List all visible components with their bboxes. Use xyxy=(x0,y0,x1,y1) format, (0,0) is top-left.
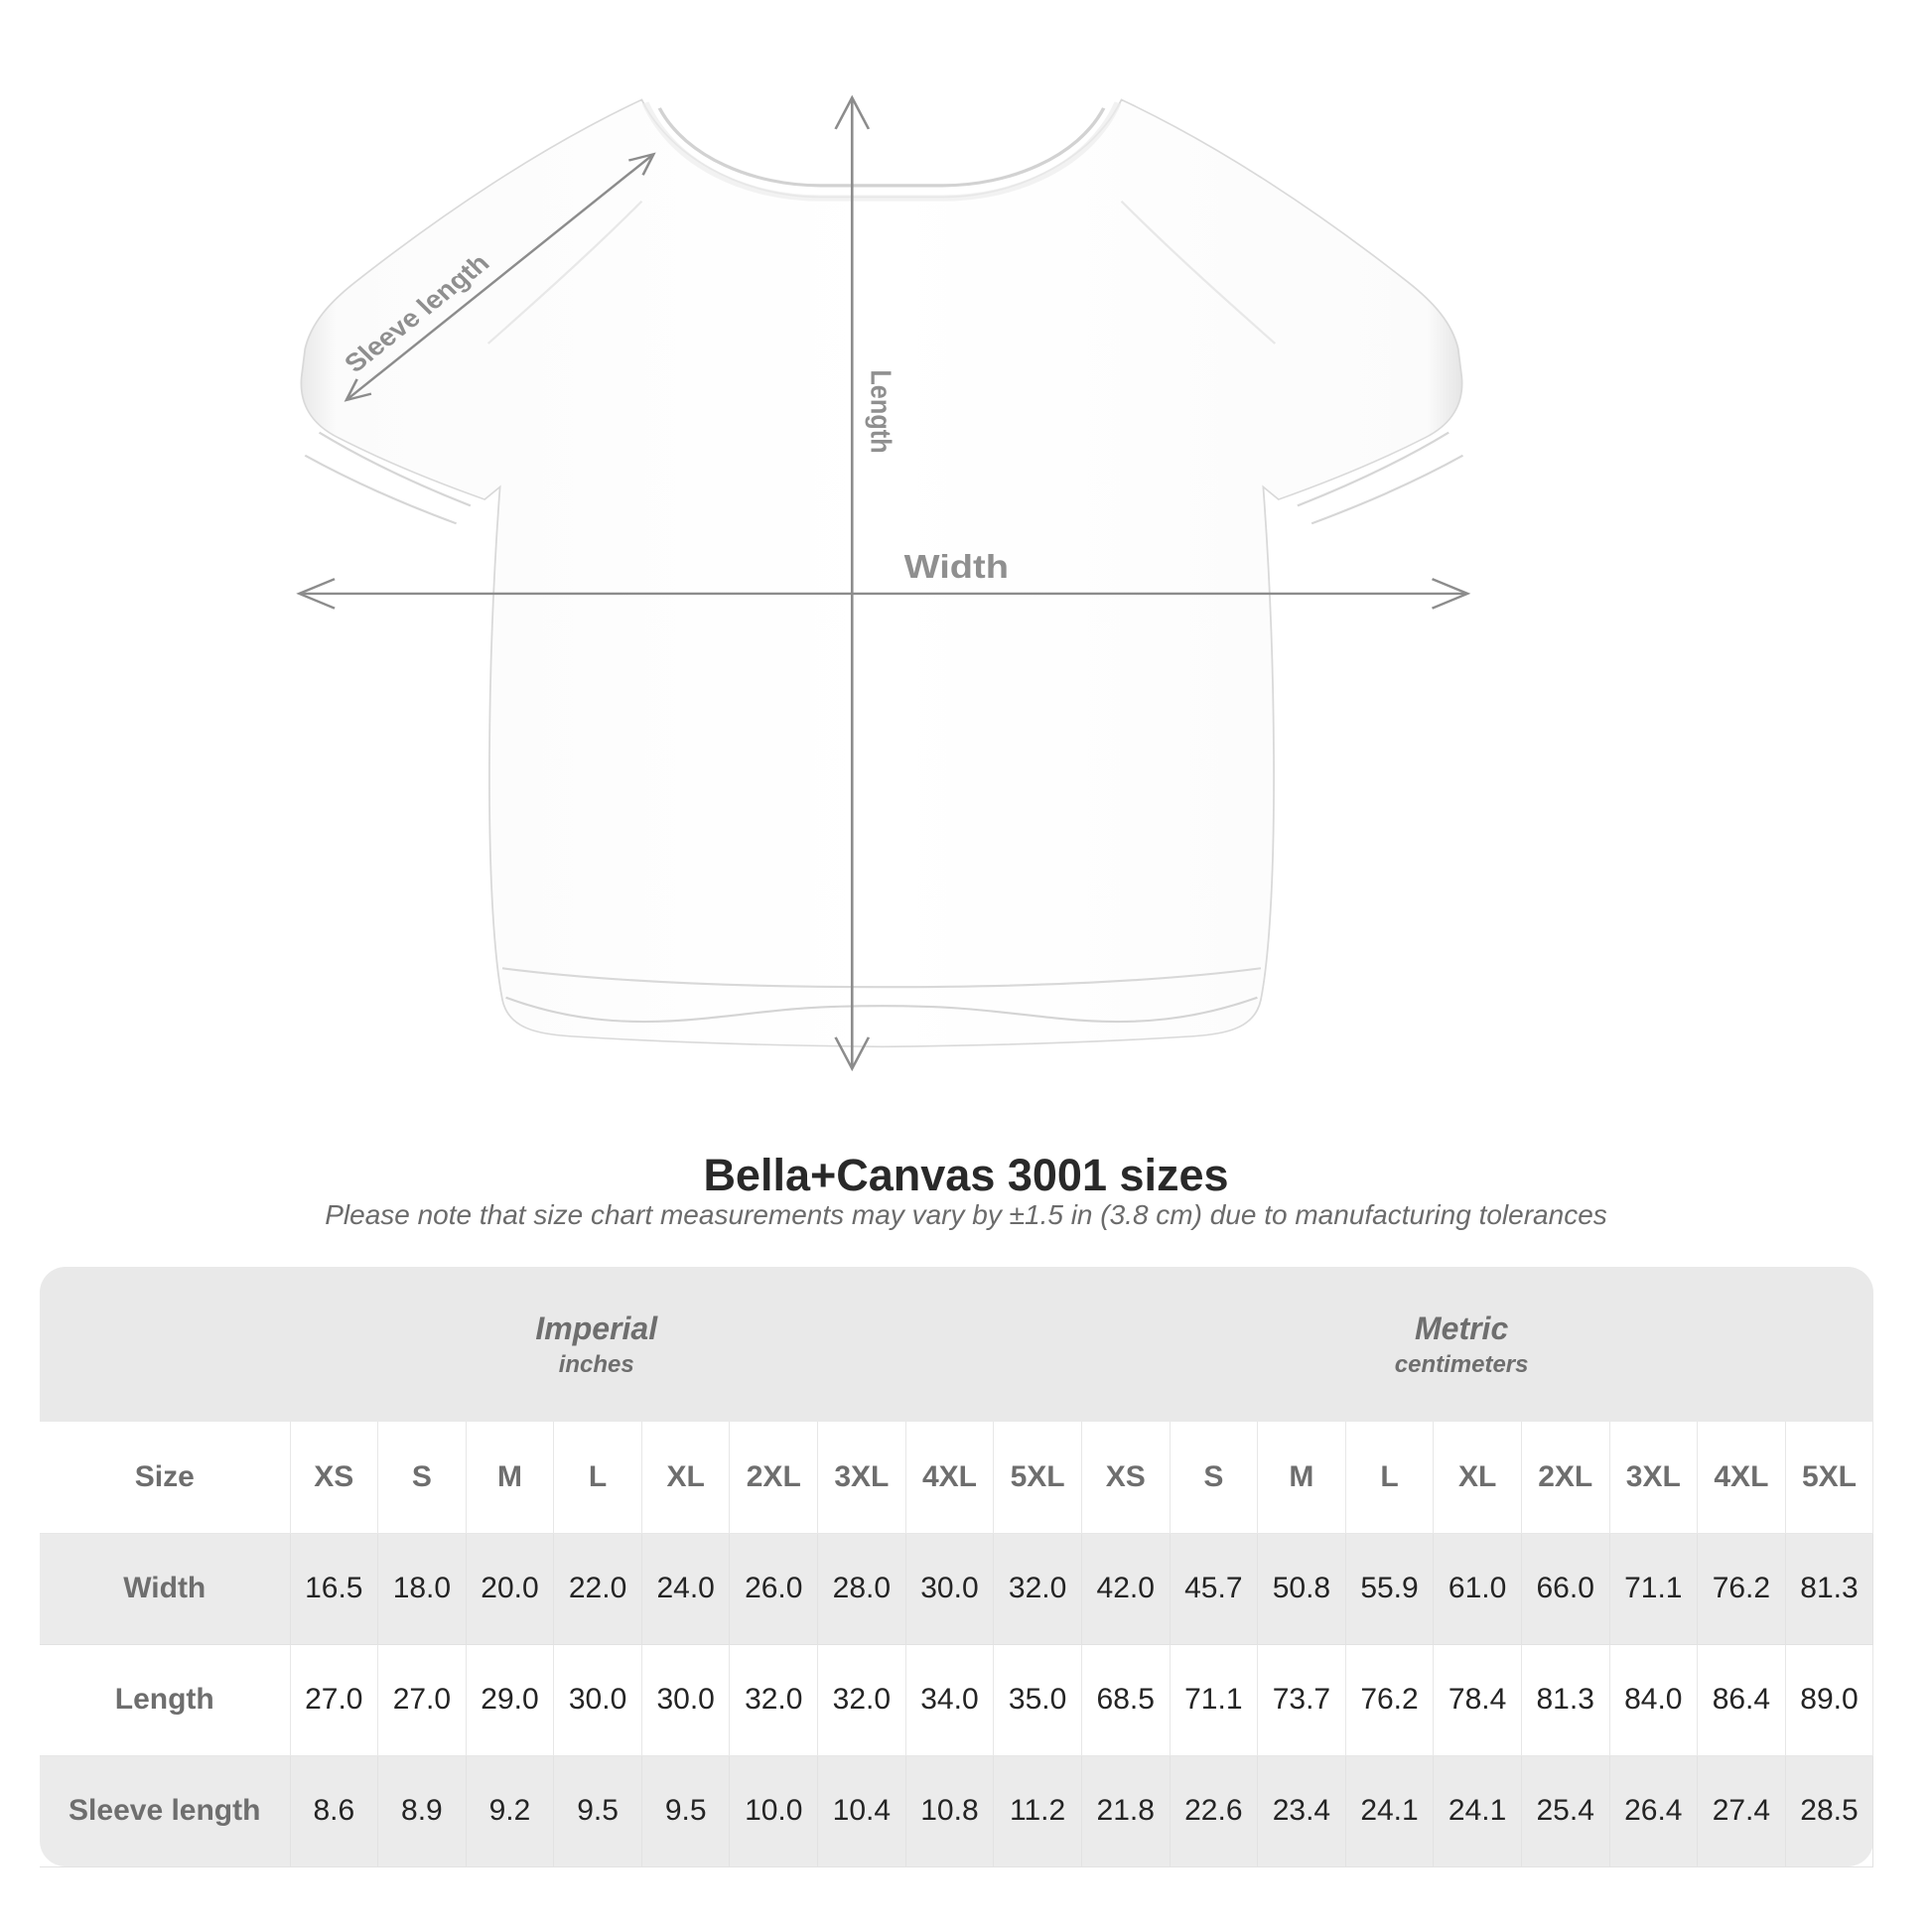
svg-text:Length: Length xyxy=(865,369,897,453)
svg-text:Width: Width xyxy=(904,547,1009,585)
